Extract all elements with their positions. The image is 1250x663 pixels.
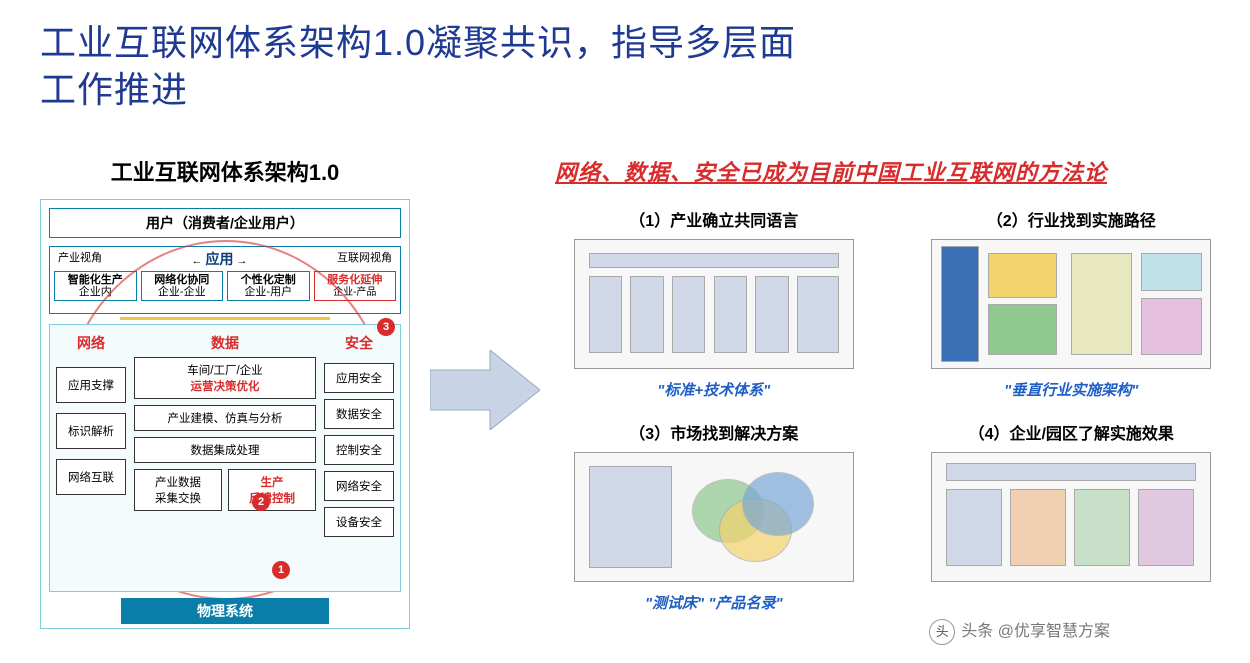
security-label: 安全	[324, 333, 394, 353]
mid-container: 网络 应用支撑 标识解析 网络互联 数据 车间/工厂/企业运营决策优化 产业建模…	[49, 324, 401, 592]
thumb-1	[574, 239, 854, 369]
data-bot: 数据集成处理	[134, 437, 316, 463]
cell-2: （2）行业找到实施路径 "垂直行业实施架构"	[913, 207, 1231, 400]
architecture-diagram: 用户（消费者/企业用户） 产业视角 ← 应用 → 互联网视角 智能化生产企业内 …	[40, 199, 410, 629]
data-split-right: 生产反馈控制	[228, 469, 316, 511]
sec-item-0: 应用安全	[324, 363, 394, 393]
network-column: 网络 应用支撑 标识解析 网络互联	[56, 333, 126, 583]
cell-2-title: （2）行业找到实施路径	[913, 207, 1231, 231]
app-header: 应用	[206, 251, 234, 267]
cell-1-title: （1）产业确立共同语言	[555, 207, 873, 231]
thumb-2	[931, 239, 1211, 369]
sec-item-4: 设备安全	[324, 507, 394, 537]
app-box-0: 智能化生产企业内	[54, 271, 137, 301]
page-title: 工业互联网体系架构1.0凝聚共识，指导多层面 工作推进	[40, 20, 796, 114]
app-box-2: 个性化定制企业-用户	[227, 271, 310, 301]
bullet-1: 1	[272, 561, 290, 579]
cell-1: （1）产业确立共同语言 "标准+技术体系"	[555, 207, 873, 400]
user-box: 用户（消费者/企业用户）	[49, 208, 401, 238]
cell-1-caption: "标准+技术体系"	[555, 379, 873, 400]
thumb-4	[931, 452, 1211, 582]
perspective-right: 互联网视角	[337, 249, 392, 269]
left-panel: 工业互联网体系架构1.0 用户（消费者/企业用户） 产业视角 ← 应用 → 互联…	[40, 155, 410, 629]
arrow-icon	[430, 350, 540, 430]
cell-3-caption: "测试床" "产品名录"	[555, 592, 873, 613]
net-item-1: 标识解析	[56, 413, 126, 449]
network-label: 网络	[56, 333, 126, 353]
app-box-1: 网络化协同企业-企业	[141, 271, 224, 301]
cell-2-caption: "垂直行业实施架构"	[913, 379, 1231, 400]
bullet-3: 3	[377, 318, 395, 336]
thumb-3	[574, 452, 854, 582]
toutiao-icon: 头	[929, 619, 955, 645]
title-line1: 工业互联网体系架构1.0凝聚共识，指导多层面	[40, 22, 796, 63]
sec-item-1: 数据安全	[324, 399, 394, 429]
data-mid: 产业建模、仿真与分析	[134, 405, 316, 431]
watermark: 头头条 @优享智慧方案	[929, 617, 1110, 645]
perspective-left: 产业视角	[58, 249, 102, 269]
app-layer: 产业视角 ← 应用 → 互联网视角 智能化生产企业内 网络化协同企业-企业 个性…	[49, 246, 401, 314]
net-item-0: 应用支撑	[56, 367, 126, 403]
data-split-left: 产业数据采集交换	[134, 469, 222, 511]
sec-item-3: 网络安全	[324, 471, 394, 501]
cell-4-title: （4）企业/园区了解实施效果	[913, 420, 1231, 444]
cell-3-title: （3）市场找到解决方案	[555, 420, 873, 444]
security-column: 安全 应用安全 数据安全 控制安全 网络安全 设备安全	[324, 333, 394, 583]
data-top: 车间/工厂/企业运营决策优化	[134, 357, 316, 399]
red-headline: 网络、数据、安全已成为目前中国工业互联网的方法论	[555, 155, 1230, 187]
yellow-divider	[120, 317, 330, 320]
bullet-2: 2	[252, 493, 270, 511]
net-item-2: 网络互联	[56, 459, 126, 495]
data-label: 数据	[211, 333, 239, 353]
cell-3: （3）市场找到解决方案 "测试床" "产品名录"	[555, 420, 873, 613]
app-box-3: 服务化延伸企业-产品	[314, 271, 397, 301]
left-heading: 工业互联网体系架构1.0	[40, 155, 410, 187]
cell-4: （4）企业/园区了解实施效果	[913, 420, 1231, 613]
physical-system: 物理系统	[121, 598, 329, 624]
sec-item-2: 控制安全	[324, 435, 394, 465]
data-column: 数据 车间/工厂/企业运营决策优化 产业建模、仿真与分析 数据集成处理 产业数据…	[134, 333, 316, 583]
title-line2: 工作推进	[40, 69, 188, 110]
right-panel: 网络、数据、安全已成为目前中国工业互联网的方法论 （1）产业确立共同语言 "标准…	[555, 155, 1230, 613]
